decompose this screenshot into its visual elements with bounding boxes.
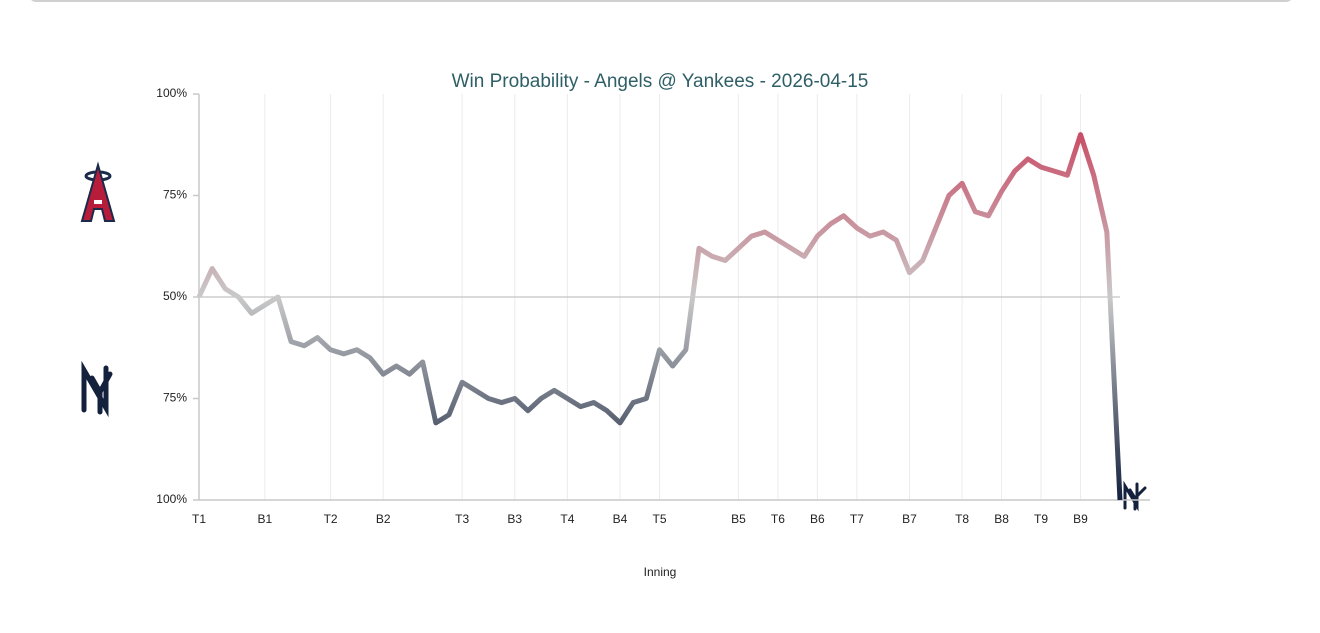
card-edge: [31, 0, 1291, 2]
x-tick-label: B3: [507, 512, 522, 526]
x-axis-label: Inning: [644, 565, 677, 579]
y-tick-label: 50%: [163, 289, 187, 303]
x-tick-label: B5: [731, 512, 746, 526]
x-tick-label: T6: [771, 512, 785, 526]
x-tick-label: B4: [613, 512, 628, 526]
x-tick-label: B8: [994, 512, 1009, 526]
yankees-logo-small: [1123, 480, 1147, 512]
x-tick-label: T5: [652, 512, 666, 526]
x-tick-label: B1: [257, 512, 272, 526]
x-tick-label: B9: [1073, 512, 1088, 526]
y-tick-label: 100%: [156, 86, 187, 100]
x-tick-label: T2: [324, 512, 338, 526]
x-tick-label: T7: [850, 512, 864, 526]
y-tick-label: 100%: [156, 492, 187, 506]
yankees-logo: [81, 360, 113, 418]
x-tick-label: T3: [455, 512, 469, 526]
win-probability-line: [196, 132, 1123, 501]
x-tick-label: B6: [810, 512, 825, 526]
angels-logo: [80, 161, 116, 222]
x-tick-label: T9: [1034, 512, 1048, 526]
y-tick-label: 75%: [163, 391, 187, 405]
x-tick-label: B7: [902, 512, 917, 526]
x-tick-label: T4: [560, 512, 574, 526]
x-tick-label: T8: [955, 512, 969, 526]
x-tick-label: T1: [192, 512, 206, 526]
chart-title: Win Probability - Angels @ Yankees - 202…: [452, 71, 869, 92]
x-tick-label: B2: [376, 512, 391, 526]
y-tick-label: 75%: [163, 188, 187, 202]
